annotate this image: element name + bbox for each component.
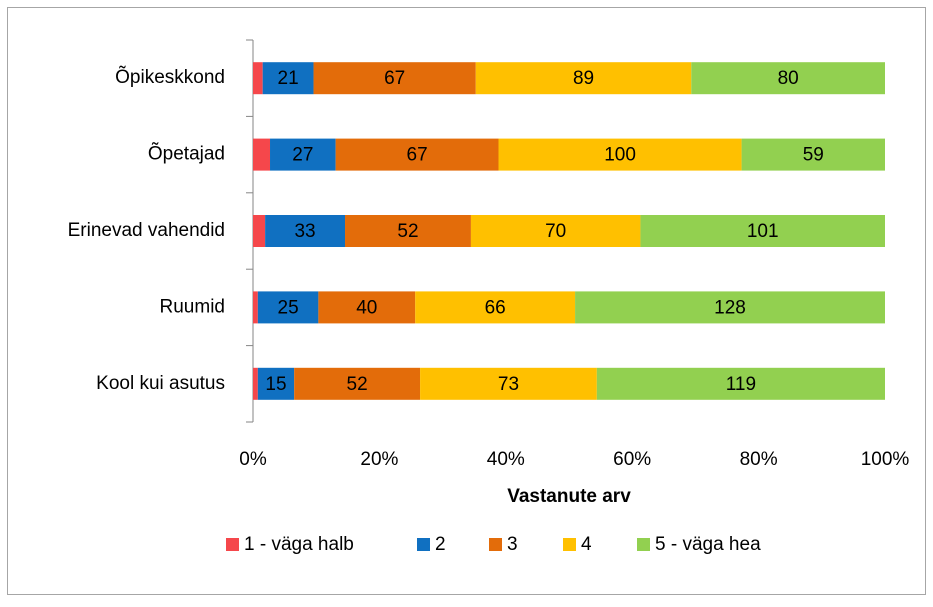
legend-swatch	[417, 538, 430, 551]
bar-segment	[262, 62, 314, 95]
data-label: 73	[498, 374, 519, 395]
legend-label: 4	[581, 534, 592, 555]
bar-segment	[257, 367, 295, 400]
bar-segment	[313, 62, 476, 95]
data-label: 33	[294, 221, 315, 242]
y-tick-label: Õpikeskkond	[115, 66, 225, 88]
data-label: 27	[292, 145, 313, 166]
data-label: 80	[778, 68, 799, 89]
bar-segment	[640, 215, 885, 247]
bar-segment	[253, 62, 263, 95]
data-label: 66	[485, 297, 506, 318]
bar-segment	[253, 215, 266, 247]
legend-swatch	[563, 538, 576, 551]
bar-segment	[596, 367, 885, 400]
bar-segment	[741, 138, 885, 171]
bar-segment	[253, 138, 271, 171]
bar-segment	[253, 367, 258, 400]
bar-segment	[257, 291, 319, 324]
bar-segment	[253, 291, 258, 324]
legend-swatch	[489, 538, 502, 551]
data-label: 25	[278, 297, 299, 318]
legend-label: 1 - väga halb	[244, 534, 354, 555]
bar-segment	[345, 215, 471, 247]
legend-label: 2	[435, 534, 446, 555]
bar-segment	[575, 291, 885, 324]
bar-segment	[318, 291, 416, 324]
x-tick-label: 80%	[740, 449, 778, 470]
data-label: 119	[726, 374, 756, 395]
y-tick-label: Ruumid	[160, 296, 225, 317]
bar-segment	[691, 62, 885, 95]
y-tick-label: Kool kui asutus	[96, 373, 225, 394]
data-label: 15	[265, 374, 286, 395]
legend-label: 3	[507, 534, 518, 555]
legend-label: 5 - väga hea	[655, 534, 761, 555]
bar-segment	[470, 215, 641, 247]
y-tick-label: Erinevad vahendid	[68, 220, 225, 241]
data-label: 70	[545, 221, 566, 242]
data-label: 52	[397, 221, 418, 242]
data-label: 100	[604, 145, 636, 166]
data-label: 40	[356, 297, 377, 318]
data-label: 67	[407, 145, 428, 166]
x-tick-label: 100%	[861, 449, 910, 470]
x-tick-label: 20%	[360, 449, 398, 470]
bar-segment	[498, 138, 742, 171]
bar-segment	[415, 291, 576, 324]
y-tick-label: Õpetajad	[148, 143, 225, 165]
data-label: 21	[278, 68, 299, 89]
legend-swatch	[637, 538, 650, 551]
data-label: 52	[347, 374, 368, 395]
data-label: 59	[803, 145, 824, 166]
bar-segment	[420, 367, 597, 400]
data-label: 128	[714, 297, 746, 318]
data-label: 101	[747, 221, 779, 242]
legend-swatch	[226, 538, 239, 551]
bar-segment	[335, 138, 499, 171]
bar-segment	[265, 215, 346, 247]
bar-segment	[475, 62, 692, 95]
x-tick-label: 40%	[487, 449, 525, 470]
data-label: 67	[384, 68, 405, 89]
bar-segment	[270, 138, 336, 171]
data-label: 89	[573, 68, 594, 89]
bar-segment	[294, 367, 421, 400]
x-axis-label: Vastanute arv	[507, 486, 631, 507]
x-tick-label: 0%	[239, 449, 267, 470]
x-tick-label: 60%	[613, 449, 651, 470]
